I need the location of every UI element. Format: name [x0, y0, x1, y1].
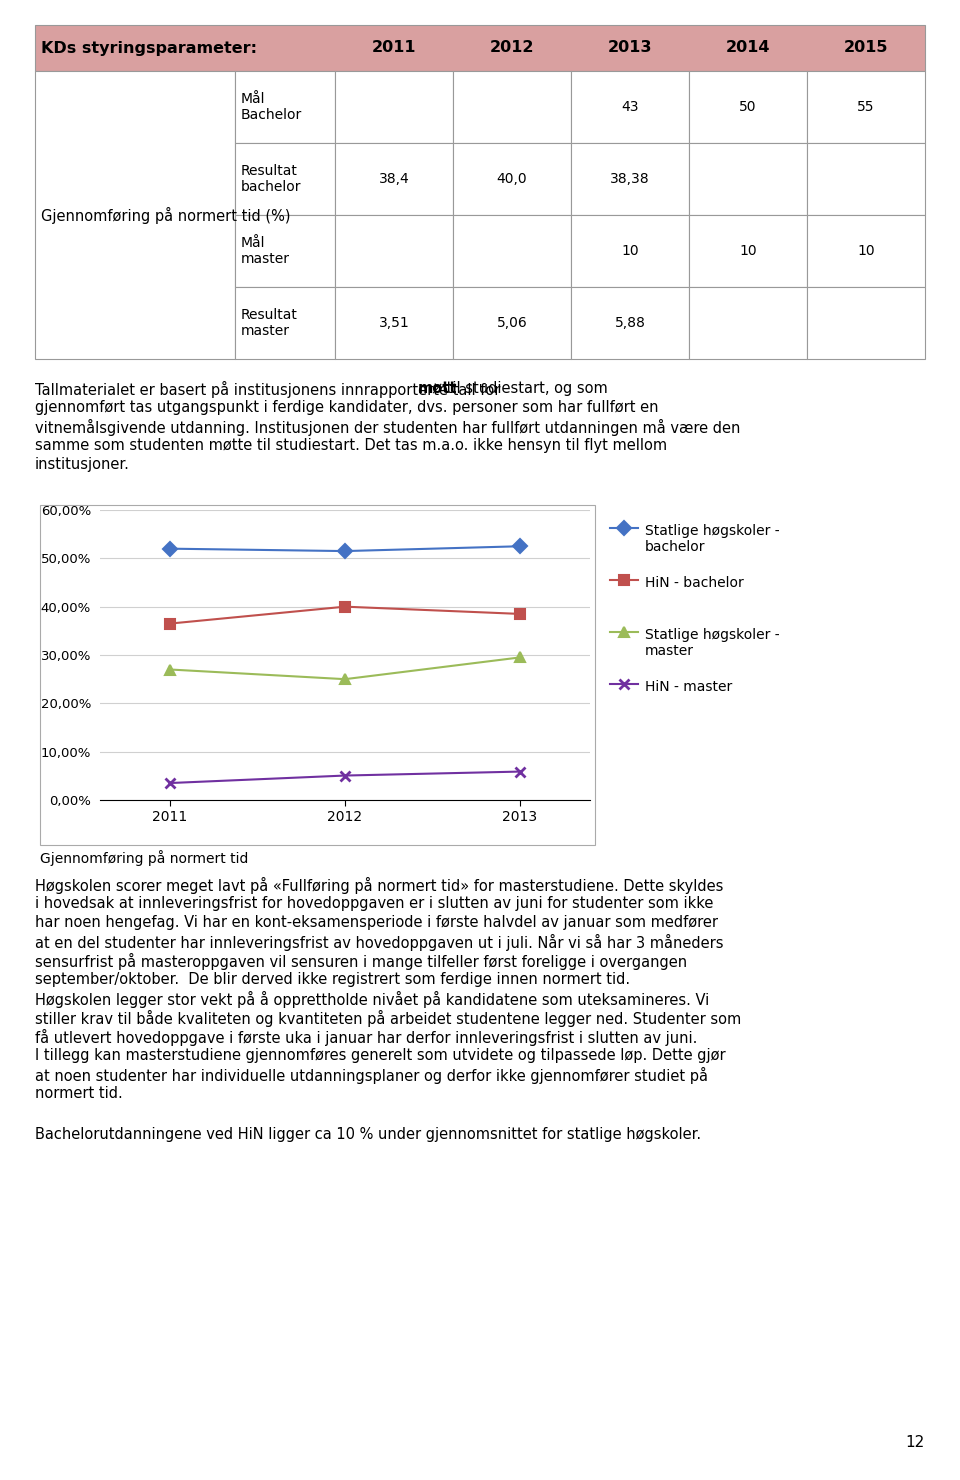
Text: i hovedsak at innleveringsfrist for hovedoppgaven er i slutten av juni for stude: i hovedsak at innleveringsfrist for hove…	[35, 895, 713, 912]
Bar	[35, 25, 925, 71]
Text: 12: 12	[905, 1436, 925, 1450]
Bar	[453, 215, 571, 287]
Text: HiN - master: HiN - master	[645, 679, 732, 694]
Text: 38,4: 38,4	[378, 172, 409, 186]
Bar	[453, 144, 571, 215]
Bar	[235, 144, 335, 215]
Text: KDs styringsparameter:: KDs styringsparameter:	[41, 40, 257, 55]
Text: sensurfrist på masteroppgaven vil sensuren i mange tilfeller først foreligge i o: sensurfrist på masteroppgaven vil sensur…	[35, 953, 687, 969]
Text: 2014: 2014	[726, 40, 770, 55]
Text: Statlige høgskoler -
master: Statlige høgskoler - master	[645, 628, 780, 659]
Text: 10: 10	[621, 244, 638, 258]
Text: 38,38: 38,38	[611, 172, 650, 186]
Text: Resultat
bachelor: Resultat bachelor	[241, 164, 301, 194]
Text: at noen studenter har individuelle utdanningsplaner og derfor ikke gjennomfører : at noen studenter har individuelle utdan…	[35, 1067, 708, 1083]
Text: Resultat
master: Resultat master	[241, 308, 298, 337]
Text: 10: 10	[739, 244, 756, 258]
Bar	[235, 71, 335, 144]
Text: Tallmaterialet er basert på institusjonens innrapporterte tall for: Tallmaterialet er basert på institusjone…	[35, 380, 505, 398]
Bar	[335, 215, 453, 287]
Bar	[571, 144, 689, 215]
Text: 2013: 2013	[608, 40, 652, 55]
Bar	[335, 287, 453, 360]
Text: 3,51: 3,51	[378, 317, 409, 330]
Text: 40,0: 40,0	[496, 172, 527, 186]
Text: Gjennomføring på normert tid: Gjennomføring på normert tid	[40, 850, 249, 866]
Text: samme som studenten møtte til studiestart. Det tas m.a.o. ikke hensyn til flyt m: samme som studenten møtte til studiestar…	[35, 438, 667, 453]
Bar	[807, 71, 925, 144]
Text: stiller krav til både kvaliteten og kvantiteten på arbeidet studentene legger ne: stiller krav til både kvaliteten og kvan…	[35, 1009, 741, 1027]
Bar	[689, 215, 807, 287]
Text: Statlige høgskoler -
bachelor: Statlige høgskoler - bachelor	[645, 524, 780, 554]
Bar	[807, 215, 925, 287]
Text: 5,06: 5,06	[496, 317, 527, 330]
Text: 43: 43	[621, 101, 638, 114]
Text: få utlevert hovedoppgave i første uka i januar har derfor innleveringsfrist i sl: få utlevert hovedoppgave i første uka i …	[35, 1029, 697, 1046]
Bar	[453, 287, 571, 360]
Bar	[453, 71, 571, 144]
Text: Høgskolen scorer meget lavt på «Fullføring på normert tid» for masterstudiene. D: Høgskolen scorer meget lavt på «Fullføri…	[35, 878, 724, 894]
Bar	[235, 287, 335, 360]
Text: gjennomført tas utgangspunkt i ferdige kandidater, dvs. personer som har fullfør: gjennomført tas utgangspunkt i ferdige k…	[35, 400, 659, 414]
Text: 2015: 2015	[844, 40, 888, 55]
Bar	[235, 215, 335, 287]
Text: Gjennomføring på normert tid (%): Gjennomføring på normert tid (%)	[41, 207, 291, 223]
Bar	[807, 144, 925, 215]
Text: 10: 10	[857, 244, 875, 258]
Text: 55: 55	[857, 101, 875, 114]
Bar	[689, 71, 807, 144]
Bar	[35, 71, 235, 360]
Text: at en del studenter har innleveringsfrist av hovedoppgaven ut i juli. Når vi så : at en del studenter har innleveringsfris…	[35, 934, 724, 952]
Text: har noen hengefag. Vi har en kont-eksamensperiode i første halvdel av januar som: har noen hengefag. Vi har en kont-eksame…	[35, 915, 718, 929]
Text: HiN - bachelor: HiN - bachelor	[645, 576, 744, 591]
Text: 5,88: 5,88	[614, 317, 645, 330]
Text: Høgskolen legger stor vekt på å opprettholde nivået på kandidatene som uteksamin: Høgskolen legger stor vekt på å oppretth…	[35, 992, 709, 1008]
Text: september/oktober.  De blir derved ikke registrert som ferdige innen normert tid: september/oktober. De blir derved ikke r…	[35, 972, 630, 987]
Text: møtt: møtt	[419, 380, 458, 397]
Bar	[335, 144, 453, 215]
Text: institusjoner.: institusjoner.	[35, 457, 130, 472]
Bar	[689, 144, 807, 215]
Text: Mål
Bachelor: Mål Bachelor	[241, 92, 302, 121]
Text: normert tid.: normert tid.	[35, 1086, 123, 1101]
Text: 2011: 2011	[372, 40, 417, 55]
Text: til studiestart, og som: til studiestart, og som	[443, 380, 608, 397]
Text: 50: 50	[739, 101, 756, 114]
Bar	[571, 287, 689, 360]
Bar	[807, 287, 925, 360]
Text: I tillegg kan masterstudiene gjennomføres generelt som utvidete og tilpassede lø: I tillegg kan masterstudiene gjennomføre…	[35, 1048, 726, 1063]
Bar	[689, 287, 807, 360]
Text: Bachelorutdanningene ved HiN ligger ca 10 % under gjennomsnittet for statlige hø: Bachelorutdanningene ved HiN ligger ca 1…	[35, 1126, 701, 1143]
Text: vitnemålsgivende utdanning. Institusjonen der studenten har fullført utdanningen: vitnemålsgivende utdanning. Institusjone…	[35, 419, 740, 437]
Bar	[40, 505, 595, 845]
Text: 2012: 2012	[490, 40, 535, 55]
Bar	[571, 215, 689, 287]
Text: Mål
master: Mål master	[241, 235, 290, 266]
Bar	[571, 71, 689, 144]
Bar	[335, 71, 453, 144]
